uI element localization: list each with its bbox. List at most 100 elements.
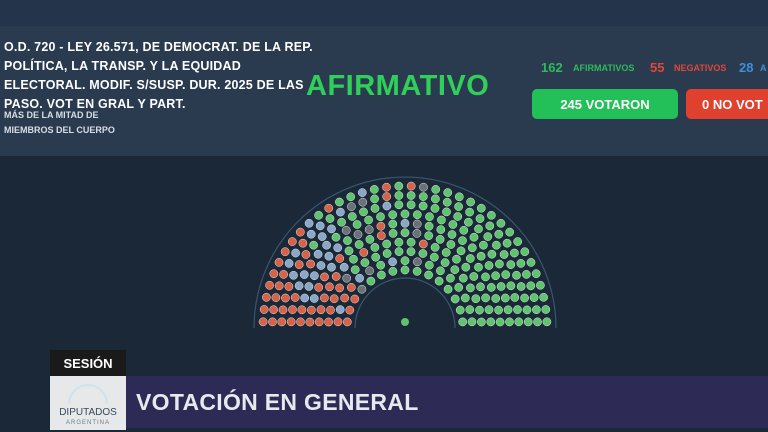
seat-negativo (324, 317, 333, 327)
seat-afirmativo (505, 317, 514, 327)
no-votaron-badge: 0 NO VOT (686, 89, 768, 119)
seat-afirmativo (430, 204, 440, 213)
seat-afirmativo (369, 185, 379, 194)
seat-ausente (358, 197, 368, 207)
seat-afirmativo (514, 317, 524, 327)
seat-abstencion (304, 218, 314, 228)
seat-negativo (265, 280, 274, 290)
seat-negativo (346, 283, 356, 292)
seat-abstencion (309, 294, 319, 303)
seat-afirmativo (365, 235, 375, 244)
seat-afirmativo (364, 215, 373, 225)
seat-afirmativo (486, 317, 496, 327)
seat-negativo (307, 305, 316, 315)
seat-afirmativo (494, 229, 504, 239)
seat-afirmativo (492, 240, 501, 250)
seat-afirmativo (465, 207, 474, 217)
seat-afirmativo (499, 250, 509, 259)
seat-afirmativo (406, 247, 416, 256)
seat-afirmativo (491, 271, 500, 281)
seat-afirmativo (446, 240, 456, 249)
seat-negativo (314, 317, 324, 327)
seat-afirmativo (467, 317, 477, 327)
majority-requirement: MÁS DE LA MITAD DE MIEMBROS DEL CUERPO (4, 108, 115, 138)
bill-title: O.D. 720 - LEY 26.571, DE DEMOCRAT. DE L… (4, 40, 313, 111)
seat-afirmativo (450, 265, 460, 275)
seat-afirmativo (394, 200, 404, 210)
seat-abstencion (304, 282, 314, 291)
seat-afirmativo (460, 293, 470, 303)
seat-negativo (297, 305, 307, 315)
seat-afirmativo (465, 254, 475, 263)
seat-afirmativo (394, 237, 404, 247)
seat-afirmativo (452, 254, 461, 264)
diputados-logo: DIPUTADOS ARGENTINA (50, 376, 126, 430)
seat-afirmativo (500, 293, 510, 303)
seat-afirmativo (487, 249, 497, 259)
seat-afirmativo (454, 192, 464, 202)
seat-afirmativo (458, 236, 467, 245)
seat-afirmativo (494, 305, 503, 315)
seat-afirmativo (536, 280, 545, 290)
seat-afirmativo (526, 258, 536, 267)
seat-negativo (345, 305, 355, 315)
seat-afirmativo (371, 252, 381, 262)
caption-bar: VOTACIÓN EN GENERAL (126, 376, 768, 428)
hemicycle-guide-arc (253, 176, 557, 329)
seat-afirmativo (532, 305, 541, 315)
session-label: SESIÓN (50, 350, 126, 376)
seat-abstencion (327, 224, 336, 234)
seat-afirmativo (469, 232, 479, 242)
seat-negativo (277, 317, 287, 327)
seat-abstencion (310, 271, 319, 281)
seat-afirmativo (349, 254, 358, 264)
seat-afirmativo (522, 305, 532, 315)
seat-negativo (320, 272, 329, 282)
seat-abstencion (299, 270, 309, 279)
seat-afirmativo (481, 272, 490, 282)
seat-abstencion (339, 262, 349, 272)
seat-abstencion (336, 207, 345, 217)
seat-afirmativo (516, 259, 526, 268)
seat-negativo (286, 317, 296, 327)
seat-afirmativo (435, 235, 445, 244)
seat-afirmativo (455, 305, 465, 315)
seat-afirmativo (496, 282, 506, 291)
caption-text: VOTACIÓN EN GENERAL (136, 389, 419, 415)
seat-negativo (359, 248, 369, 257)
seat-negativo (296, 317, 305, 327)
seat-afirmativo (388, 266, 398, 276)
seat-negativo (329, 294, 339, 304)
seat-abstencion (357, 188, 367, 197)
seat-afirmativo (418, 192, 428, 201)
seat-afirmativo (526, 281, 536, 291)
seat-abstencion (335, 305, 345, 314)
seat-negativo (406, 181, 416, 191)
seat-negativo (350, 294, 360, 304)
seat-afirmativo (314, 210, 323, 220)
seat-abstencion (324, 251, 334, 261)
seat-afirmativo (539, 292, 548, 302)
negativos-label: NEGATIVOS (674, 63, 727, 73)
seat-afirmativo (476, 251, 486, 261)
seat-afirmativo (430, 243, 440, 252)
seat-ausente (413, 257, 422, 267)
seat-afirmativo (501, 270, 511, 279)
seat-afirmativo (424, 221, 434, 231)
seat-negativo (280, 247, 290, 257)
seat-negativo (288, 305, 297, 314)
seat-afirmativo (436, 266, 445, 276)
seat-afirmativo (461, 262, 471, 272)
seat-afirmativo (512, 270, 521, 280)
seat-afirmativo (465, 305, 475, 314)
seat-negativo (287, 237, 297, 246)
logo-arc-icon (68, 384, 108, 404)
seat-afirmativo (309, 240, 318, 250)
seat-negativo (335, 254, 345, 263)
seat-afirmativo (523, 317, 533, 327)
seat-afirmativo (458, 317, 468, 327)
seat-afirmativo (412, 266, 422, 276)
majority-line-2: MIEMBROS DEL CUERPO (4, 125, 115, 135)
seat-ausente (412, 219, 422, 229)
seat-afirmativo (343, 236, 352, 245)
